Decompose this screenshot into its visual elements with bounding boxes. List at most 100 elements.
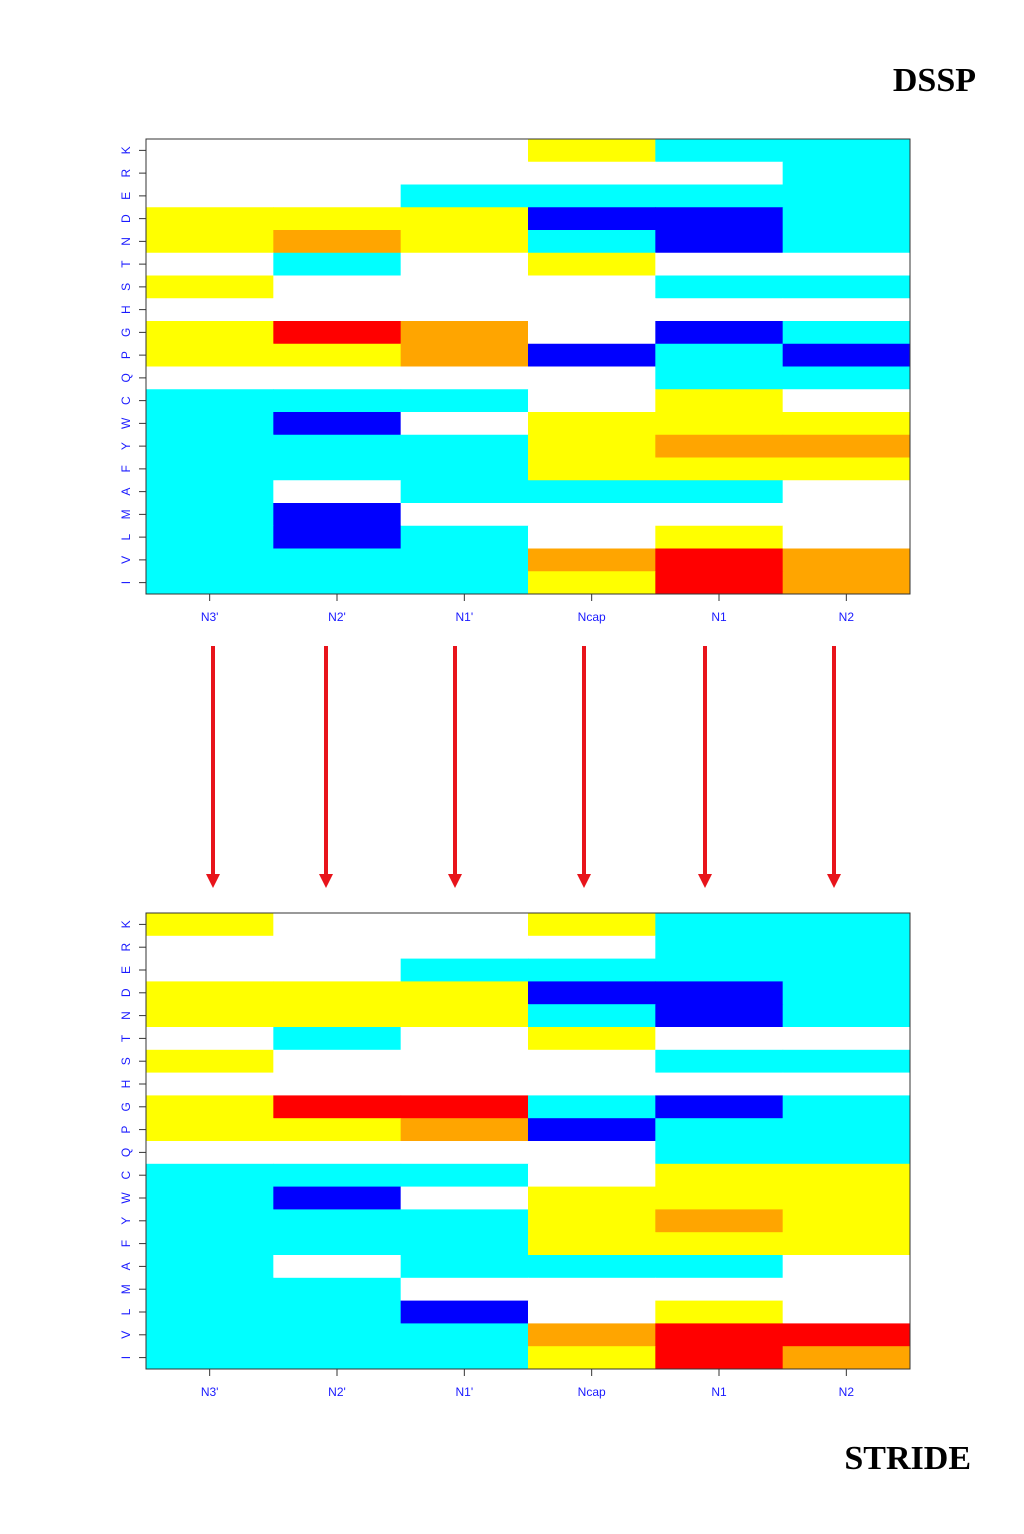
dssp-cell-C-1: [273, 389, 402, 413]
stride-cell-Y-1: [273, 1209, 402, 1233]
dssp-cell-E-0: [146, 184, 274, 208]
stride-cell-T-4: [655, 1027, 784, 1051]
stride-xtick-label-5: N2: [839, 1385, 855, 1399]
stride-cell-I-4: [655, 1346, 784, 1370]
dssp-ytick-label-G: G: [119, 328, 133, 337]
dssp-cell-L-3: [528, 525, 656, 549]
dssp-cell-T-3: [528, 252, 656, 276]
dssp-cell-D-2: [400, 207, 529, 231]
stride-cell-S-0: [146, 1049, 274, 1074]
stride-cell-V-4: [655, 1323, 784, 1347]
stride-cell-K-3: [528, 913, 656, 937]
stride-cell-A-1: [273, 1255, 402, 1279]
stride-cell-W-4: [655, 1186, 784, 1210]
stride-cell-K-5: [782, 913, 911, 937]
dssp-cell-D-3: [528, 207, 656, 231]
dssp-ytick-label-L: L: [119, 533, 133, 540]
stride-cell-F-0: [146, 1232, 274, 1256]
stride-cell-F-5: [782, 1232, 911, 1256]
stride-cell-M-0: [146, 1277, 274, 1302]
dssp-cell-S-4: [655, 275, 784, 299]
dssp-cell-T-2: [400, 252, 529, 276]
dssp-cell-L-4: [655, 525, 784, 549]
stride-xtick-label-4: N1: [711, 1385, 727, 1399]
stride-cell-L-2: [400, 1300, 529, 1324]
dssp-cell-V-1: [273, 548, 402, 572]
stride-cell-C-3: [528, 1163, 656, 1188]
stride-plot-frame: [145, 912, 911, 1370]
dssp-cell-G-5: [782, 321, 911, 345]
dssp-cell-S-1: [273, 275, 402, 299]
dssp-cell-Y-0: [146, 434, 274, 458]
stride-cell-M-5: [782, 1277, 911, 1302]
stride-cell-F-3: [528, 1232, 656, 1256]
stride-cell-P-2: [400, 1118, 529, 1142]
dssp-cell-N-1: [273, 230, 402, 254]
dssp-cell-C-5: [782, 389, 911, 413]
dssp-cell-P-0: [146, 343, 274, 367]
dssp-cell-W-2: [400, 412, 529, 436]
arrows-group: [206, 646, 841, 888]
dssp-cell-H-0: [146, 298, 274, 322]
dssp-cell-P-5: [782, 343, 911, 367]
dssp-cell-Y-5: [782, 434, 911, 458]
stride-cell-N-3: [528, 1004, 656, 1028]
dssp-cell-P-1: [273, 343, 402, 367]
stride-cell-S-5: [782, 1049, 911, 1074]
dssp-cell-I-3: [528, 571, 656, 595]
dssp-cell-I-2: [400, 571, 529, 595]
stride-cell-I-5: [782, 1346, 911, 1370]
stride-cell-Q-4: [655, 1141, 784, 1165]
dssp-ytick-label-S: S: [119, 283, 133, 291]
stride-cell-G-0: [146, 1095, 274, 1119]
dssp-cell-M-2: [400, 503, 529, 527]
dssp-cell-Q-0: [146, 366, 274, 390]
dssp-cell-K-0: [146, 139, 274, 163]
stride-cell-W-0: [146, 1186, 274, 1210]
dssp-xtick-label-1: N2': [328, 610, 346, 624]
stride-cell-Y-4: [655, 1209, 784, 1233]
stride-cell-A-4: [655, 1255, 784, 1279]
dssp-cell-P-4: [655, 343, 784, 367]
dssp-cell-R-1: [273, 161, 402, 185]
stride-cell-Y-3: [528, 1209, 656, 1233]
stride-cell-V-5: [782, 1323, 911, 1347]
stride-cell-Y-5: [782, 1209, 911, 1233]
stride-cell-H-4: [655, 1072, 784, 1096]
dssp-cell-P-2: [400, 343, 529, 367]
stride-cell-R-0: [146, 935, 274, 960]
stride-cell-G-4: [655, 1095, 784, 1119]
stride-cell-R-4: [655, 935, 784, 960]
stride-cell-K-0: [146, 913, 274, 937]
dssp-cell-M-4: [655, 503, 784, 527]
stride-cell-V-1: [273, 1323, 402, 1347]
stride-ytick-label-D: D: [119, 988, 133, 997]
dssp-ytick-label-T: T: [119, 260, 133, 268]
dssp-cell-K-3: [528, 139, 656, 163]
stride-cell-Q-2: [400, 1141, 529, 1165]
stride-cell-M-3: [528, 1277, 656, 1302]
stride-ytick-label-L: L: [119, 1308, 133, 1315]
dssp-ytick-label-R: R: [119, 168, 133, 177]
stride-cell-E-3: [528, 958, 656, 982]
stride-cell-D-1: [273, 981, 402, 1005]
dssp-cell-S-5: [782, 275, 911, 299]
stride-cell-Q-3: [528, 1141, 656, 1165]
stride-cell-Q-0: [146, 1141, 274, 1165]
stride-cell-S-4: [655, 1049, 784, 1074]
dssp-cell-M-0: [146, 503, 274, 527]
stride-ytick-label-E: E: [119, 966, 133, 974]
stride-cell-C-2: [400, 1163, 529, 1188]
stride-cell-K-2: [400, 913, 529, 937]
stride-cell-E-4: [655, 958, 784, 982]
stride-cell-T-5: [782, 1027, 911, 1051]
dssp-cell-I-4: [655, 571, 784, 595]
stride-cell-C-5: [782, 1163, 911, 1188]
dssp-cell-A-0: [146, 480, 274, 504]
dssp-cell-R-4: [655, 161, 784, 185]
dssp-cell-A-5: [782, 480, 911, 504]
stride-cell-A-2: [400, 1255, 529, 1279]
dssp-plot-frame: [145, 138, 911, 595]
dssp-cell-C-3: [528, 389, 656, 413]
